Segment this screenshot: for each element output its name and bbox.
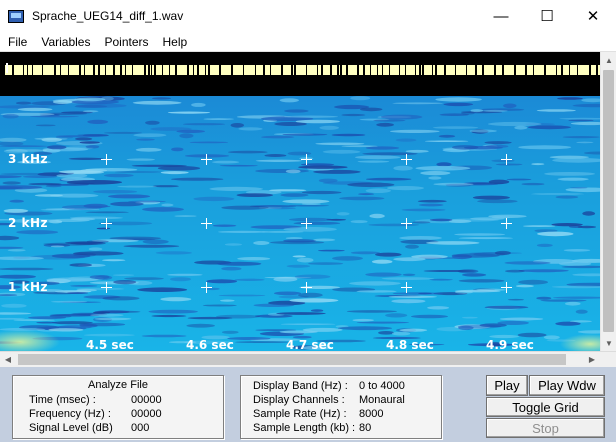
frequency-value: 00000	[131, 408, 162, 420]
grid-cross-marker	[501, 218, 512, 229]
maximize-button[interactable]: ☐	[540, 8, 554, 25]
spectrogram-canvas	[0, 52, 600, 351]
scroll-right-button[interactable]: ▶	[588, 355, 596, 364]
play-button[interactable]: Play	[486, 375, 528, 396]
grid-cross-marker	[201, 154, 212, 165]
sample-rate-value: 8000	[359, 408, 384, 420]
menu-file[interactable]: File	[8, 34, 28, 49]
grid-cross-marker	[301, 282, 312, 293]
display-info-panel: Display Band (Hz) : 0 to 4000 Display Ch…	[240, 375, 442, 439]
vertical-scrollbar[interactable]: ▲ ▼	[600, 52, 616, 351]
window-controls: — ☐ ✕	[478, 0, 616, 32]
scroll-left-button[interactable]: ◀	[4, 355, 12, 364]
vertical-scroll-thumb[interactable]	[603, 70, 614, 332]
analyze-panel: Analyze File Time (msec) : 00000 Frequen…	[12, 375, 224, 439]
time-label-4-6: 4.6 sec	[186, 338, 234, 351]
menu-variables[interactable]: Variables	[41, 34, 91, 49]
grid-cross-marker	[401, 282, 412, 293]
time-label-4-8: 4.8 sec	[386, 338, 434, 351]
window-title: Sprache_UEG14_diff_1.wav	[32, 9, 184, 23]
analyze-title: Analyze File	[88, 379, 148, 391]
freq-label-2khz: 2 kHz	[8, 216, 49, 230]
display-band-label: Display Band (Hz) :	[253, 380, 348, 392]
title-bar: Sprache_UEG14_diff_1.wav — ☐ ✕	[0, 0, 616, 32]
grid-cross-marker	[401, 154, 412, 165]
stop-button[interactable]: Stop	[486, 418, 605, 438]
sample-length-value: 80	[359, 422, 372, 434]
grid-cross-marker	[301, 218, 312, 229]
sample-rate-label: Sample Rate (Hz) :	[253, 408, 347, 420]
sample-length-label: Sample Length (kb) :	[253, 422, 356, 434]
grid-cross-marker	[501, 282, 512, 293]
signal-level-value: 000	[131, 422, 150, 434]
menu-bar: File Variables Pointers Help	[0, 32, 616, 52]
freq-label-1khz: 1 kHz	[8, 280, 49, 294]
grid-cross-marker	[201, 282, 212, 293]
app-icon	[8, 9, 24, 23]
spectrogram-view[interactable]: 3 kHz 2 kHz 1 kHz 4.5 sec 4.6 sec 4.7 se…	[0, 52, 600, 351]
grid-cross-marker	[101, 154, 112, 165]
scroll-up-button[interactable]: ▲	[605, 55, 613, 65]
display-band-value: 0 to 4000	[359, 380, 405, 392]
time-label-4-9: 4.9 sec	[486, 338, 534, 351]
grid-cross-marker	[501, 154, 512, 165]
display-channels-label: Display Channels :	[253, 394, 345, 406]
scroll-down-button[interactable]: ▼	[605, 338, 613, 348]
close-button[interactable]: ✕	[586, 8, 600, 25]
grid-cross-marker	[301, 154, 312, 165]
menu-pointers[interactable]: Pointers	[104, 34, 149, 49]
grid-cross-marker	[101, 282, 112, 293]
minimize-button[interactable]: —	[493, 7, 509, 25]
grid-cross-marker	[201, 218, 212, 229]
play-window-button[interactable]: Play Wdw	[529, 375, 605, 396]
time-label-4-5: 4.5 sec	[86, 338, 134, 351]
grid-cross-marker	[101, 218, 112, 229]
control-panel: Analyze File Time (msec) : 00000 Frequen…	[0, 367, 616, 442]
frequency-label: Frequency (Hz) :	[29, 408, 111, 420]
time-value: 00000	[131, 394, 162, 406]
grid-cross-marker	[401, 218, 412, 229]
menu-help[interactable]: Help	[162, 34, 188, 49]
time-label-4-7: 4.7 sec	[286, 338, 334, 351]
signal-level-label: Signal Level (dB)	[29, 422, 113, 434]
horizontal-scroll-thumb[interactable]	[18, 354, 566, 365]
display-channels-value: Monaural	[359, 394, 405, 406]
freq-label-3khz: 3 kHz	[8, 152, 49, 166]
toggle-grid-button[interactable]: Toggle Grid	[486, 397, 605, 417]
time-label: Time (msec) :	[29, 394, 96, 406]
horizontal-scrollbar[interactable]: ◀ ▶	[0, 351, 616, 367]
signal-bar	[4, 65, 600, 75]
